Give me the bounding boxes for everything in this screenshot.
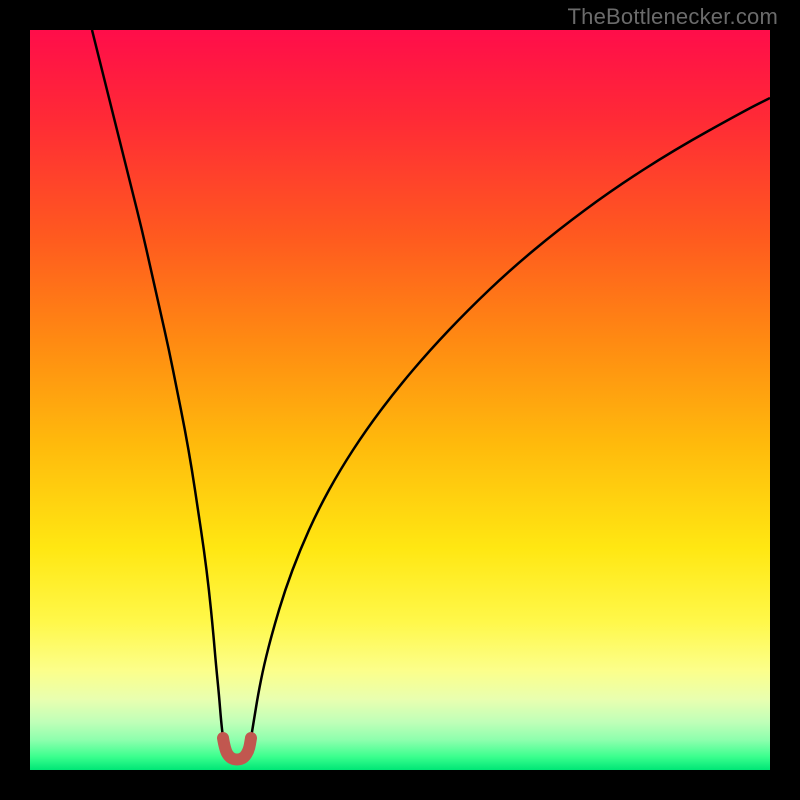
watermark-text: TheBottlenecker.com [568,4,778,30]
gradient-background [30,30,770,770]
plot-area [30,30,770,770]
chart-root: TheBottlenecker.com [0,0,800,800]
plot-svg [30,30,770,770]
